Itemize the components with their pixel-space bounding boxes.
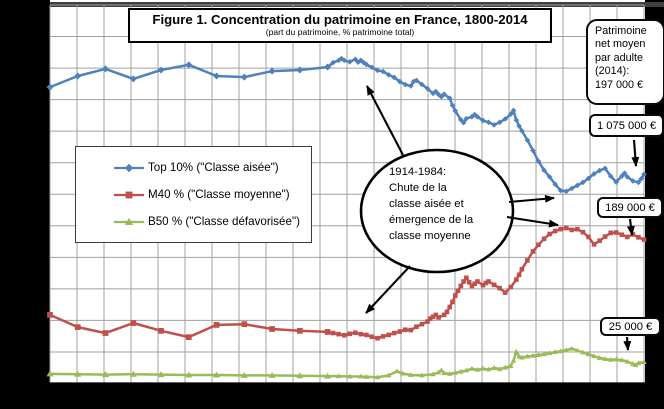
callout-top10-value: 1 075 000 € [589,114,664,137]
legend-marker-icon [114,191,144,198]
legend-item-top10: Top 10% ("Classe aisée") [112,161,311,174]
patrimoine-note-box: Patrimoine net moyen par adulte (2014): … [586,19,664,105]
chart-title: Figure 1. Concentration du patrimoine en… [152,12,528,27]
legend-label-b50: B50 % ("Classe défavorisée") [148,215,300,228]
legend-label-m40: M40 % ("Classe moyenne") [148,188,290,201]
series-top10 [46,55,647,195]
series-layer [46,55,647,380]
legend-item-b50: B50 % ("Classe défavorisée") [112,215,311,228]
series-m40 [47,225,647,341]
legend-marker-icon [114,217,144,225]
legend-item-m40: M40 % ("Classe moyenne") [112,188,311,201]
callout-m40-value: 189 000 € [597,197,663,218]
annotation-arrows [365,85,640,351]
callout-b50-value: 25 000 € [600,317,661,336]
series-b50 [46,345,647,380]
chart-title-box: Figure 1. Concentration du patrimoine en… [128,8,552,43]
ellipse-annotation-text: 1914-1984: Chute de la classe aisée et é… [389,166,474,242]
legend-label-top10: Top 10% ("Classe aisée") [148,161,279,174]
legend-marker-icon [114,163,144,172]
chart-subtitle: (part du patrimoine, % patrimoine total) [265,27,415,37]
legend: Top 10% ("Classe aisée") M40 % ("Classe m… [75,146,312,243]
annotation-ellipse [359,148,515,274]
